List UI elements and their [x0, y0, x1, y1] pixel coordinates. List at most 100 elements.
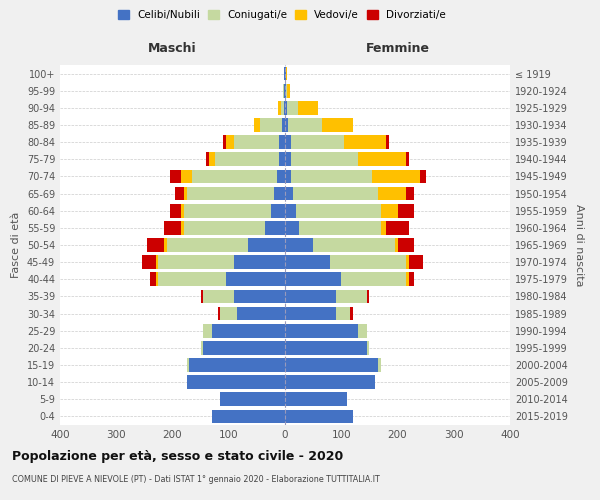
Bar	[378, 358, 380, 372]
Bar	[344, 136, 386, 149]
Bar	[406, 256, 409, 269]
Bar	[285, 118, 288, 132]
Y-axis label: Fasce di età: Fasce di età	[11, 212, 21, 278]
Bar	[395, 238, 398, 252]
Text: Popolazione per età, sesso e stato civile - 2020: Popolazione per età, sesso e stato civil…	[12, 450, 343, 463]
Bar	[285, 358, 378, 372]
Bar	[187, 376, 285, 389]
Bar	[286, 84, 287, 98]
Text: COMUNE DI PIEVE A NIEVOLE (PT) - Dati ISTAT 1° gennaio 2020 - Elaborazione TUTTI: COMUNE DI PIEVE A NIEVOLE (PT) - Dati IS…	[12, 475, 380, 484]
Bar	[285, 410, 353, 424]
Bar	[209, 152, 215, 166]
Bar	[298, 101, 317, 114]
Bar	[367, 341, 370, 354]
Bar	[350, 306, 353, 320]
Bar	[398, 204, 415, 218]
Bar	[190, 358, 285, 372]
Bar	[164, 238, 167, 252]
Bar	[290, 170, 372, 183]
Bar	[218, 306, 220, 320]
Bar	[187, 358, 190, 372]
Bar	[212, 410, 285, 424]
Bar	[235, 290, 285, 304]
Bar	[288, 118, 322, 132]
Bar	[170, 170, 181, 183]
Bar	[367, 290, 370, 304]
Bar	[192, 170, 277, 183]
Bar	[285, 186, 293, 200]
Bar	[285, 204, 296, 218]
Bar	[150, 272, 155, 286]
Bar	[181, 170, 192, 183]
Bar	[287, 101, 298, 114]
Bar	[281, 101, 284, 114]
Bar	[285, 392, 347, 406]
Bar	[290, 152, 358, 166]
Bar	[398, 238, 415, 252]
Bar	[322, 118, 353, 132]
Bar	[335, 306, 350, 320]
Bar	[280, 136, 285, 149]
Bar	[285, 376, 375, 389]
Bar	[313, 238, 395, 252]
Bar	[200, 290, 203, 304]
Bar	[215, 152, 280, 166]
Bar	[285, 341, 367, 354]
Bar	[406, 272, 409, 286]
Bar	[287, 84, 290, 98]
Bar	[220, 306, 237, 320]
Bar	[184, 186, 187, 200]
Bar	[409, 272, 415, 286]
Bar	[181, 204, 184, 218]
Bar	[158, 256, 235, 269]
Bar	[299, 221, 380, 234]
Bar	[284, 101, 285, 114]
Bar	[184, 204, 271, 218]
Bar	[285, 152, 290, 166]
Bar	[386, 136, 389, 149]
Bar	[175, 186, 184, 200]
Bar	[378, 186, 406, 200]
Bar	[164, 221, 181, 234]
Text: Femmine: Femmine	[365, 42, 430, 54]
Bar	[235, 256, 285, 269]
Bar	[254, 118, 260, 132]
Bar	[372, 170, 420, 183]
Bar	[341, 272, 406, 286]
Bar	[285, 306, 335, 320]
Bar	[285, 324, 358, 338]
Bar	[223, 136, 226, 149]
Bar	[290, 136, 344, 149]
Bar	[283, 84, 284, 98]
Legend: Celibi/Nubili, Coniugati/e, Vedovi/e, Divorziati/e: Celibi/Nubili, Coniugati/e, Vedovi/e, Di…	[116, 8, 448, 22]
Bar	[200, 341, 203, 354]
Bar	[380, 204, 398, 218]
Bar	[420, 170, 425, 183]
Bar	[203, 290, 235, 304]
Bar	[296, 204, 380, 218]
Bar	[285, 290, 335, 304]
Bar	[142, 256, 155, 269]
Bar	[358, 324, 367, 338]
Bar	[285, 136, 290, 149]
Bar	[293, 186, 378, 200]
Bar	[235, 136, 280, 149]
Bar	[406, 186, 415, 200]
Bar	[285, 101, 287, 114]
Bar	[155, 272, 158, 286]
Bar	[277, 170, 285, 183]
Bar	[158, 272, 226, 286]
Bar	[285, 221, 299, 234]
Bar	[265, 221, 285, 234]
Bar	[282, 118, 285, 132]
Bar	[226, 272, 285, 286]
Bar	[406, 152, 409, 166]
Bar	[285, 272, 341, 286]
Bar	[170, 204, 181, 218]
Bar	[330, 256, 406, 269]
Bar	[181, 221, 184, 234]
Bar	[167, 238, 248, 252]
Bar	[260, 118, 282, 132]
Bar	[187, 186, 274, 200]
Bar	[271, 204, 285, 218]
